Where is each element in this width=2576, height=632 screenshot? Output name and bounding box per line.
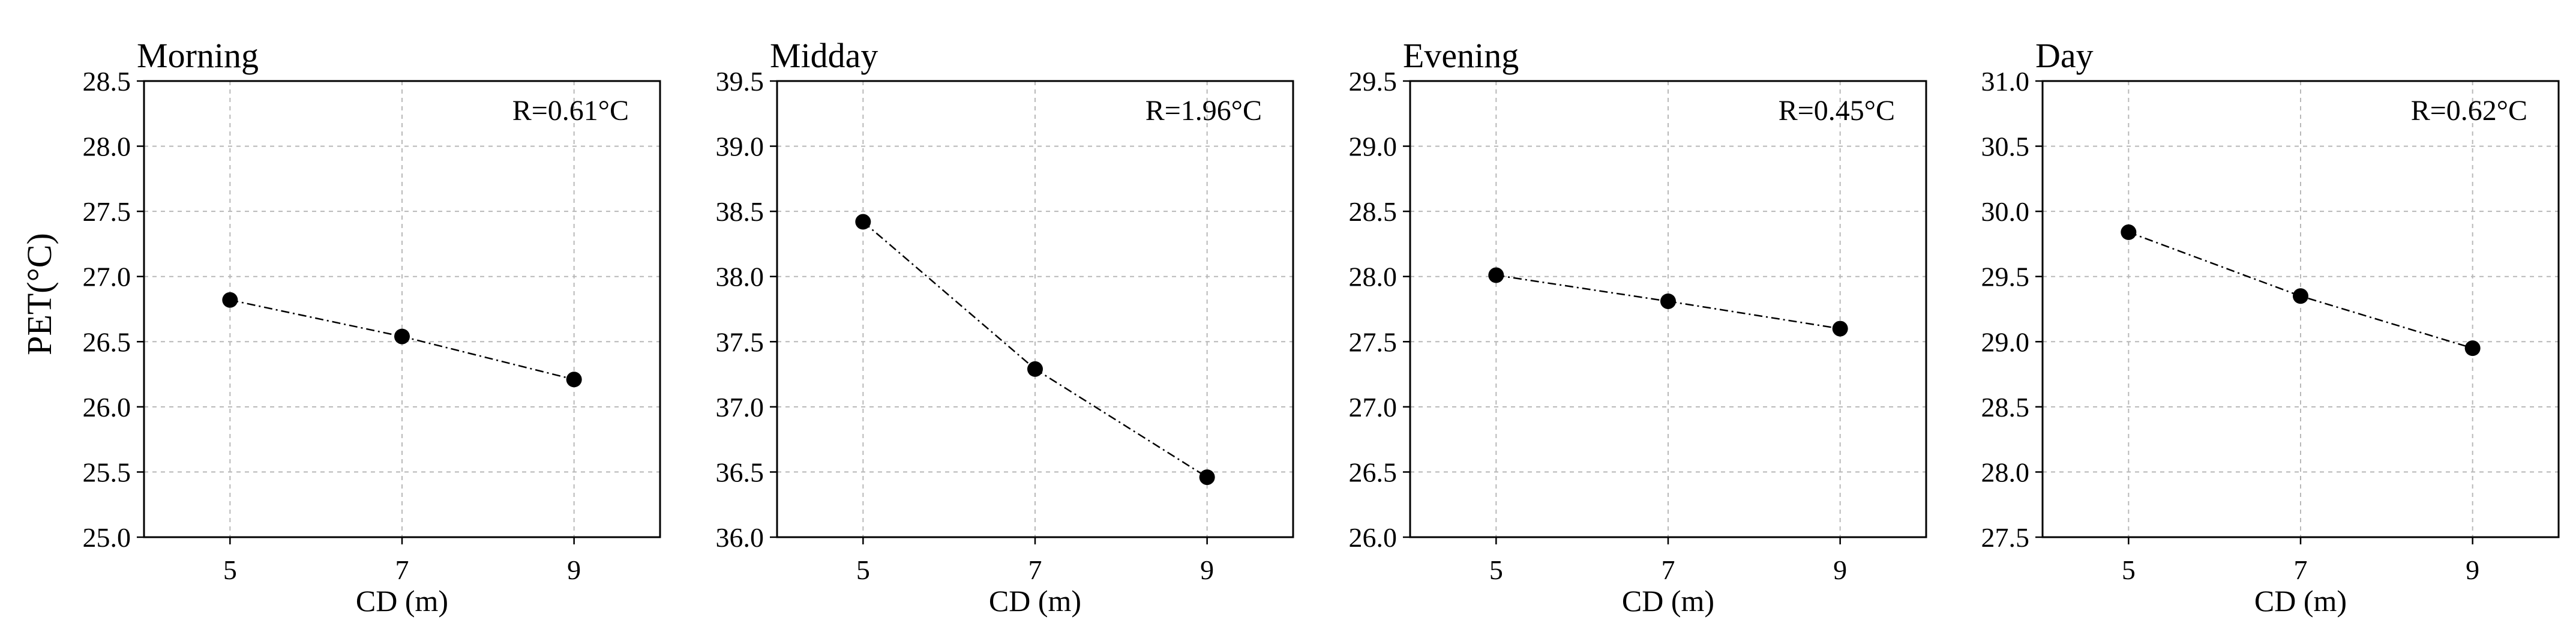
x-tick-label: 7 <box>2294 555 2308 585</box>
data-point <box>2293 288 2308 304</box>
data-point <box>566 372 582 388</box>
plot-frame <box>2041 80 2560 538</box>
y-tick-label: 25.0 <box>83 522 131 553</box>
panel-title: Morning <box>137 36 259 75</box>
chart-panel-evening: 26.0 26.5 27.0 27.5 28.0 28.5 29.0 29.5 5 7 9 Eveni… <box>1349 36 1927 618</box>
panel-title: Evening <box>1403 36 1519 75</box>
x-tick-label: 9 <box>2466 555 2479 585</box>
plot-frame <box>776 80 1294 538</box>
data-point <box>1199 469 1215 486</box>
y-tick-label: 27.5 <box>1981 522 2030 553</box>
data-point <box>1027 361 1043 377</box>
y-tick-label: 37.5 <box>716 327 764 357</box>
y-tick-label: 29.5 <box>1981 262 2030 292</box>
y-tick-label: 30.0 <box>1981 196 2030 227</box>
y-tick-label: 36.0 <box>716 522 764 553</box>
panel-title: Day <box>2035 36 2094 75</box>
y-tick-label: 27.0 <box>1349 392 1398 423</box>
chart-panel-morning: 25.0 25.5 26.0 26.5 27.0 27.5 28.0 28.5 5 7 9 Morni… <box>83 36 661 618</box>
data-point <box>1832 321 1848 337</box>
y-tick-label: 39.5 <box>716 66 764 97</box>
x-axis-title: CD (m) <box>2254 584 2347 618</box>
x-tick-label: 9 <box>1200 555 1214 585</box>
plot-frame <box>1409 80 1927 538</box>
range-annotation: R=0.61°C <box>512 95 629 127</box>
x-tick-label: 9 <box>567 555 581 585</box>
y-tick-label: 31.0 <box>1981 66 2030 97</box>
x-tick-label: 9 <box>1833 555 1847 585</box>
y-tick-label: 28.5 <box>1349 196 1398 227</box>
y-tick-label: 26.5 <box>1349 457 1398 487</box>
y-axis-title: PET(°C) <box>20 233 59 355</box>
y-tick-label: 28.0 <box>1349 262 1398 292</box>
y-tick-label: 29.0 <box>1981 327 2030 357</box>
series-line <box>1496 274 1840 330</box>
y-tick-label: 26.0 <box>83 392 131 423</box>
y-tick-label: 39.0 <box>716 131 764 162</box>
y-tick-label: 29.0 <box>1349 131 1398 162</box>
data-point <box>1488 267 1504 283</box>
x-tick-label: 5 <box>223 555 237 585</box>
range-annotation: R=0.45°C <box>1779 95 1895 127</box>
series-line <box>2128 231 2473 349</box>
x-tick-label: 5 <box>2122 555 2136 585</box>
x-axis-title: CD (m) <box>1622 584 1714 618</box>
y-tick-label: 30.5 <box>1981 131 2030 162</box>
range-annotation: R=0.62°C <box>2411 95 2527 127</box>
data-point <box>2464 340 2481 357</box>
y-tick-label: 28.0 <box>83 131 131 162</box>
data-point <box>394 328 410 345</box>
y-tick-label: 26.0 <box>1349 522 1398 553</box>
chart-panel-day: 27.5 28.0 28.5 29.0 29.5 30.0 30.5 31.0 5 7 9 Day R=… <box>1981 36 2560 618</box>
range-annotation: R=1.96°C <box>1145 95 1262 127</box>
data-point <box>222 292 238 308</box>
x-axis-title: CD (m) <box>356 584 448 618</box>
x-tick-label: 7 <box>1662 555 1675 585</box>
panel-title: Midday <box>770 36 878 75</box>
chart-panel-midday: 36.0 36.5 37.0 37.5 38.0 38.5 39.0 39.5 5 7 9 Midda… <box>716 36 1294 618</box>
y-tick-label: 28.0 <box>1981 457 2030 487</box>
y-tick-label: 26.5 <box>83 327 131 357</box>
x-tick-label: 7 <box>1028 555 1042 585</box>
y-tick-label: 29.5 <box>1349 66 1398 97</box>
data-point <box>1660 293 1676 309</box>
y-tick-label: 38.0 <box>716 262 764 292</box>
data-point <box>2121 224 2137 240</box>
x-tick-label: 5 <box>1489 555 1503 585</box>
y-tick-label: 38.5 <box>716 196 764 227</box>
x-axis-title: CD (m) <box>989 584 1081 618</box>
y-tick-label: 27.5 <box>83 196 131 227</box>
y-tick-label: 27.5 <box>1349 327 1398 357</box>
y-tick-label: 27.0 <box>83 262 131 292</box>
x-tick-label: 7 <box>395 555 409 585</box>
plot-frame <box>143 80 661 538</box>
y-tick-label: 36.5 <box>716 457 764 487</box>
data-point <box>855 214 871 230</box>
y-tick-label: 37.0 <box>716 392 764 423</box>
y-tick-label: 25.5 <box>83 457 131 487</box>
y-tick-label: 28.5 <box>83 66 131 97</box>
x-tick-label: 5 <box>856 555 870 585</box>
y-tick-label: 28.5 <box>1981 392 2030 423</box>
